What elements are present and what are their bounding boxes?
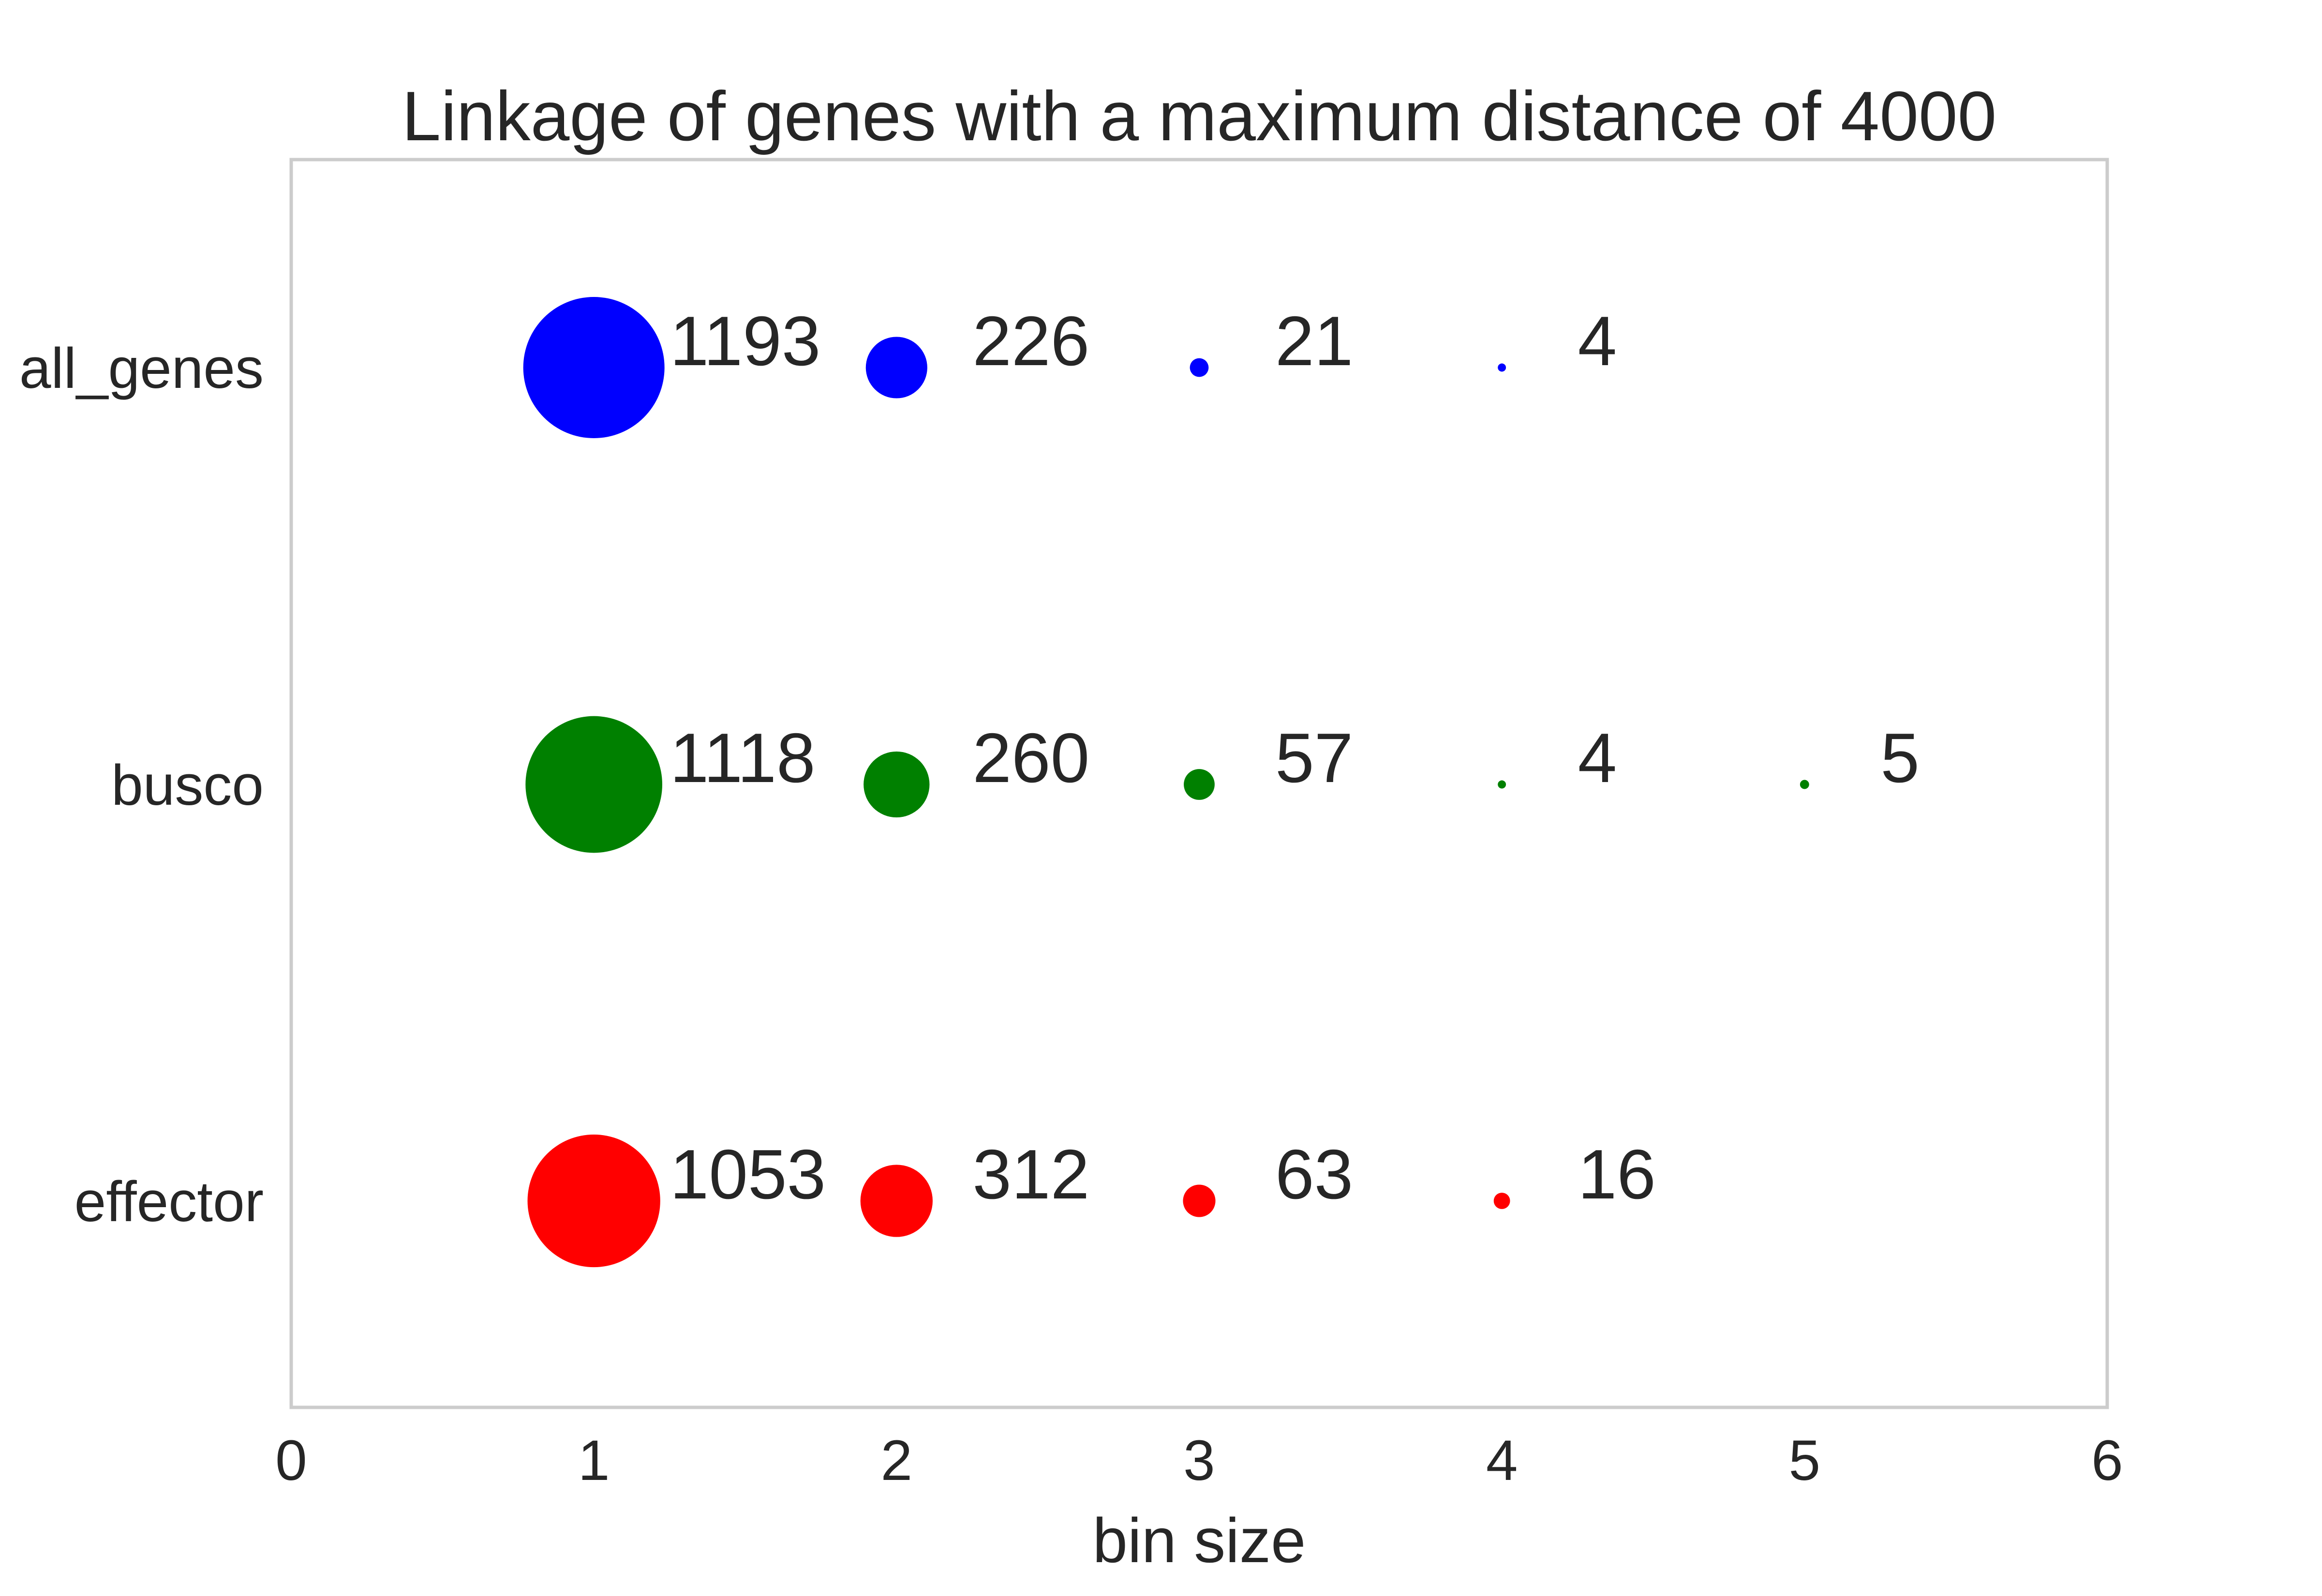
data-point	[527, 1134, 660, 1268]
data-label: 4	[1578, 719, 1617, 797]
data-label: 312	[972, 1135, 1089, 1213]
data-label: 57	[1275, 719, 1353, 797]
x-tick-label: 5	[1789, 1429, 1821, 1493]
data-label: 5	[1880, 719, 1920, 797]
data-label: 63	[1275, 1135, 1353, 1213]
data-label: 21	[1275, 302, 1353, 380]
series-effector: 1053 312 63 16	[527, 1134, 1656, 1268]
data-point	[1183, 1184, 1216, 1217]
data-marks: 1193 226 21 4 1118 260 57 4 5 1053 312 63 16	[523, 297, 1920, 1268]
x-axis-ticks: 0 1 2 3 4 5 6	[275, 1429, 2123, 1493]
x-tick-label: 4	[1486, 1429, 1518, 1493]
data-label: 4	[1578, 302, 1617, 380]
y-tick-label: effector	[74, 1170, 264, 1234]
chart-title: Linkage of genes with a maximum distance…	[402, 77, 1997, 155]
data-point	[860, 1165, 933, 1237]
data-point	[1498, 780, 1506, 789]
data-point	[1498, 363, 1506, 372]
data-point	[1184, 769, 1215, 800]
x-tick-label: 6	[2091, 1429, 2123, 1493]
data-point	[1493, 1193, 1510, 1209]
data-label: 226	[972, 302, 1089, 380]
y-tick-label: busco	[111, 754, 264, 817]
data-point	[525, 716, 663, 853]
x-axis-label: bin size	[1093, 1505, 1306, 1576]
data-label: 16	[1578, 1135, 1656, 1213]
data-label: 260	[972, 719, 1089, 797]
x-tick-label: 1	[578, 1429, 610, 1493]
x-tick-label: 0	[275, 1429, 307, 1493]
data-point	[863, 751, 930, 818]
data-label: 1118	[670, 719, 816, 797]
data-label: 1053	[670, 1135, 826, 1213]
data-label: 1193	[670, 302, 821, 380]
y-tick-label: all_genes	[19, 337, 264, 400]
series-all_genes: 1193 226 21 4	[523, 297, 1617, 438]
x-tick-label: 2	[881, 1429, 913, 1493]
data-point	[523, 297, 665, 438]
x-tick-label: 3	[1183, 1429, 1215, 1493]
data-point	[1800, 780, 1809, 789]
series-busco: 1118 260 57 4 5	[525, 716, 1920, 853]
data-point	[865, 337, 927, 399]
data-point	[1190, 358, 1209, 377]
